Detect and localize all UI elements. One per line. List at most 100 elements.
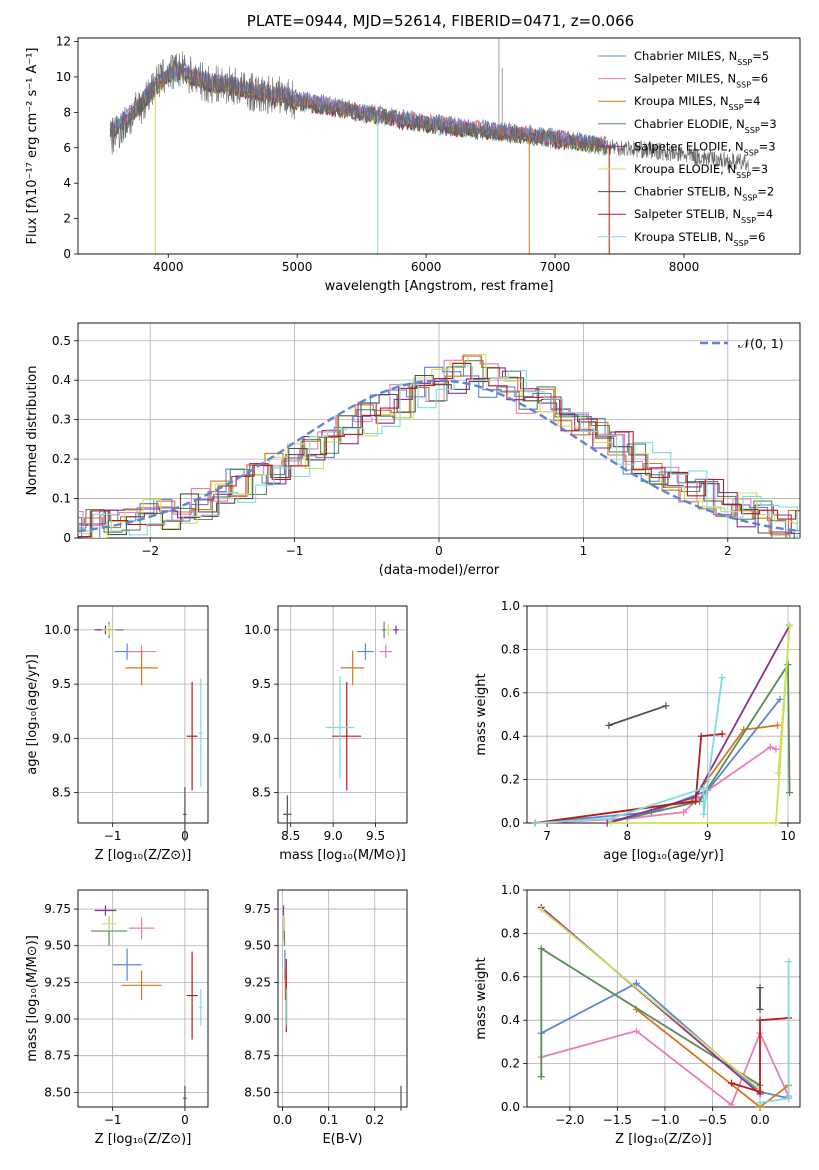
mass_vs_Z-ylabel: mass [log₁₀(M/M⊙)] bbox=[25, 935, 40, 1062]
spectrum-xtick-label: 8000 bbox=[669, 260, 700, 274]
age_vs_Z-xlabel: Z [log₁₀(Z/Z⊙)] bbox=[95, 848, 192, 863]
age_vs_mass-ytick-label: 9.5 bbox=[252, 677, 271, 691]
mass_weight_vs_age-frame bbox=[526, 605, 801, 824]
residuals-xtick-label: −1 bbox=[286, 544, 304, 558]
mass_vs_Z-ytick-label: 8.50 bbox=[44, 1085, 71, 1099]
age_vs_Z-ytick-label: 9.5 bbox=[52, 677, 71, 691]
data-spectrum bbox=[109, 51, 749, 173]
spectrum-ytick-label: 12 bbox=[56, 35, 71, 49]
spectrum-xtick-label: 7000 bbox=[540, 260, 571, 274]
residuals-ytick-label: 0.4 bbox=[52, 373, 71, 387]
mass-weight-line bbox=[608, 704, 667, 727]
data-point-marker bbox=[776, 695, 784, 703]
residuals-ytick-label: 0.5 bbox=[52, 334, 71, 348]
spectrum-ytick-label: 0 bbox=[63, 247, 71, 261]
data-point-marker bbox=[772, 745, 780, 753]
data-point-marker bbox=[531, 819, 539, 827]
data-point-marker bbox=[786, 622, 794, 630]
residual-histogram bbox=[78, 354, 800, 536]
legend-label: Salpeter MILES, NSSP=6 bbox=[634, 72, 768, 90]
data-point-marker bbox=[766, 743, 774, 751]
mass-weight-line bbox=[759, 961, 790, 1104]
mass_weight_vs_Z-ytick-label: 1.0 bbox=[501, 883, 520, 897]
mass_weight_vs_age-ytick-label: 0.4 bbox=[501, 729, 520, 743]
data-point-marker bbox=[756, 1088, 764, 1096]
data-point-marker bbox=[692, 797, 700, 805]
data-point-marker bbox=[605, 721, 613, 729]
spectrum-plot bbox=[109, 38, 749, 254]
age_vs_Z-ytick-label: 10.0 bbox=[44, 623, 71, 637]
mass-weight-line bbox=[607, 661, 791, 824]
mass_vs_Z-frame bbox=[77, 889, 209, 1108]
data-point-marker bbox=[662, 702, 670, 710]
mass_vs_ebv-ytick-label: 9.75 bbox=[244, 902, 271, 916]
mass_vs_Z-ytick-label: 9.25 bbox=[44, 975, 71, 989]
residuals-xlabel: (data-model)/error bbox=[379, 563, 500, 578]
mass_weight_vs_Z-ytick-label: 0.0 bbox=[501, 1100, 520, 1114]
mass_weight_vs_Z-xtick-label: −1.0 bbox=[650, 1113, 679, 1127]
age_vs_Z-ytick-label: 8.5 bbox=[52, 786, 71, 800]
mass-weight-line bbox=[534, 733, 723, 824]
mass_weight_vs_Z-xtick-label: −1.5 bbox=[603, 1113, 632, 1127]
mass_vs_ebv-ytick-label: 9.25 bbox=[244, 975, 271, 989]
age_vs_Z-frame bbox=[77, 605, 209, 824]
data-point-marker bbox=[774, 721, 782, 729]
data-point-marker bbox=[537, 1073, 545, 1081]
legend-label: Chabrier STELIB, NSSP=2 bbox=[634, 185, 774, 203]
mass_weight_vs_age-xlabel: age [log₁₀(age/yr)] bbox=[603, 848, 724, 863]
mass_weight_vs_Z-ytick-label: 0.8 bbox=[501, 926, 520, 940]
mass_weight_vs_age-ylabel: mass weight bbox=[474, 673, 489, 755]
legend-label: Chabrier MILES, NSSP=5 bbox=[634, 49, 769, 67]
data-point-marker bbox=[697, 732, 705, 740]
age_vs_Z-xtick-label: −1 bbox=[104, 829, 122, 843]
data-point-marker bbox=[537, 906, 545, 914]
mass_vs_Z-ytick-label: 9.75 bbox=[44, 902, 71, 916]
mass_vs_ebv-xtick-label: 0.2 bbox=[365, 1113, 384, 1127]
spectrum-ytick-label: 4 bbox=[63, 176, 71, 190]
mass-weight-line bbox=[607, 625, 791, 824]
legend-label: Salpeter STELIB, NSSP=4 bbox=[634, 207, 773, 225]
data-point-marker bbox=[700, 784, 708, 792]
mass_vs_ebv-ytick-label: 9.00 bbox=[244, 1012, 271, 1026]
spectrum-frame bbox=[77, 37, 801, 255]
mass_vs_ebv-ytick-label: 9.50 bbox=[244, 939, 271, 953]
spectrum-ytick-label: 6 bbox=[63, 141, 71, 155]
data-point-marker bbox=[772, 819, 780, 827]
data-point-marker bbox=[785, 1094, 793, 1102]
residuals-ytick-label: 0.3 bbox=[52, 413, 71, 427]
mass_weight_vs_age-ytick-label: 0.6 bbox=[501, 686, 520, 700]
residuals-xtick-label: 2 bbox=[724, 544, 732, 558]
data-point-marker bbox=[680, 808, 688, 816]
age_vs_mass-ytick-label: 9.0 bbox=[252, 731, 271, 745]
mass_weight_vs_age-xtick-label: 7 bbox=[543, 829, 551, 843]
mass_vs_ebv-frame bbox=[277, 889, 408, 1108]
age_vs_mass-xtick-label: 8.5 bbox=[281, 829, 300, 843]
age_vs_mass-ytick-label: 8.5 bbox=[252, 786, 271, 800]
legend-label: Kroupa MILES, NSSP=4 bbox=[634, 94, 760, 112]
mass_weight_vs_Z-ytick-label: 0.6 bbox=[501, 970, 520, 984]
mass_vs_ebv-xtick-label: 0.1 bbox=[319, 1113, 338, 1127]
mass_weight_vs_Z-ytick-label: 0.2 bbox=[501, 1057, 520, 1071]
age_vs_mass-xtick-label: 9.0 bbox=[324, 829, 343, 843]
residual-histogram bbox=[78, 370, 800, 535]
mass_vs_ebv-ytick-label: 8.75 bbox=[244, 1049, 271, 1063]
residual-histogram bbox=[78, 367, 800, 538]
mass_weight_vs_Z-xtick-label: 0.0 bbox=[751, 1113, 770, 1127]
page-title: PLATE=0944, MJD=52614, FIBERID=0471, z=0… bbox=[246, 12, 635, 30]
data-point-marker bbox=[728, 1101, 736, 1109]
age_vs_mass-xtick-label: 9.5 bbox=[366, 829, 385, 843]
mass_vs_Z-ytick-label: 8.75 bbox=[44, 1049, 71, 1063]
legend-label: Salpeter ELODIE, NSSP=3 bbox=[634, 139, 776, 157]
mass_weight_vs_age-ytick-label: 0.8 bbox=[501, 642, 520, 656]
spectrum-xtick-label: 5000 bbox=[282, 260, 313, 274]
residuals-xtick-label: 1 bbox=[580, 544, 588, 558]
age_vs_mass-frame bbox=[277, 605, 408, 824]
legend-label: 𝒩(0, 1) bbox=[738, 336, 784, 351]
data-point-marker bbox=[700, 810, 708, 818]
mass_vs_Z-xtick-label: 0 bbox=[181, 1113, 189, 1127]
mass_weight_vs_age-ytick-label: 1.0 bbox=[501, 599, 520, 613]
data-point-marker bbox=[718, 730, 726, 738]
spectrum-ytick-label: 2 bbox=[63, 212, 71, 226]
residuals-ytick-label: 0.2 bbox=[52, 452, 71, 466]
